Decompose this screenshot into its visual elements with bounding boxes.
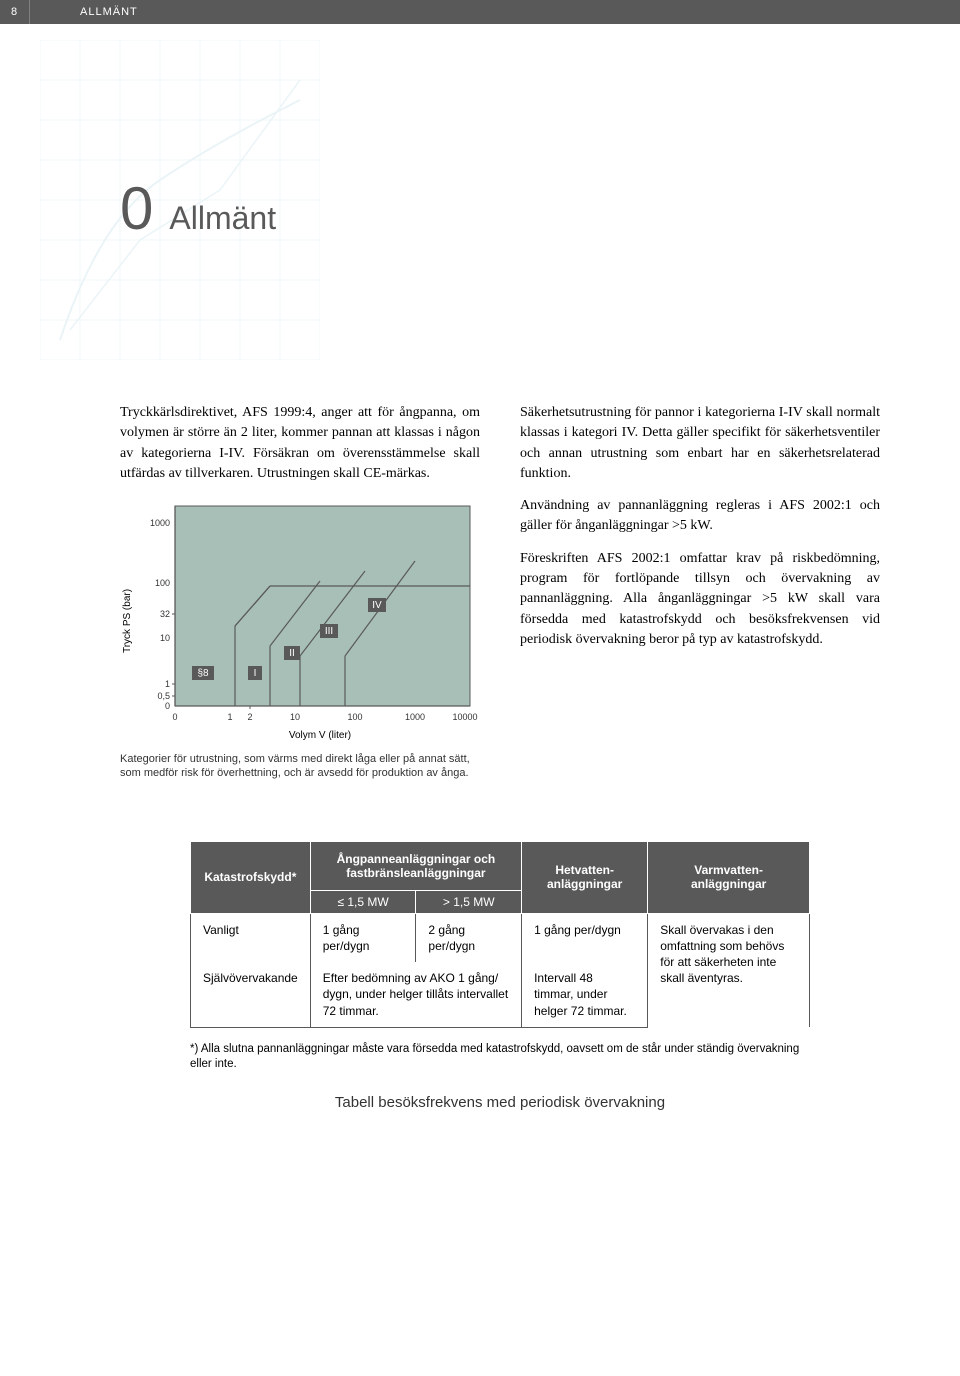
svg-text:§8: §8	[197, 668, 209, 679]
left-paragraph: Tryckkärlsdirektivet, AFS 1999:4, anger …	[120, 403, 480, 484]
chart-caption: Kategorier för utrustning, som värms med…	[120, 752, 480, 781]
page-content: 0 Allmänt Tryckkärlsdirektivet, AFS 1999…	[0, 24, 960, 1111]
table-section: Katastrofskydd* Ångpanneanläggningar och…	[190, 841, 810, 1111]
svg-text:100: 100	[155, 578, 170, 588]
svg-text:0: 0	[172, 712, 177, 722]
svg-text:IV: IV	[372, 600, 382, 611]
svg-text:1000: 1000	[405, 712, 425, 722]
right-para-1: Säkerhetsutrustning för pannor i kategor…	[520, 403, 880, 484]
category-chart: Tryck PS (bar)	[120, 496, 480, 781]
svg-text:II: II	[289, 648, 295, 659]
svg-text:10: 10	[290, 712, 300, 722]
section-name: ALLMÄNT	[30, 6, 138, 18]
left-column: Tryckkärlsdirektivet, AFS 1999:4, anger …	[120, 403, 480, 781]
row1-c3: 1 gång per/dygn	[522, 913, 648, 962]
page-number: 8	[0, 0, 30, 24]
svg-text:2: 2	[247, 712, 252, 722]
svg-text:III: III	[325, 626, 333, 637]
chapter-name: Allmänt	[169, 200, 276, 237]
chart-svg: Tryck PS (bar)	[120, 496, 480, 746]
svg-text:1: 1	[227, 712, 232, 722]
svg-text:0,5: 0,5	[157, 691, 170, 701]
table-title: Tabell besöksfrekvens med periodisk över…	[190, 1094, 810, 1111]
row2-c2: Efter bedömning av AKO 1 gång/ dygn, und…	[310, 962, 521, 1027]
svg-text:I: I	[254, 668, 257, 679]
row1-c2b: 2 gång per/dygn	[416, 913, 522, 962]
page-header: 8 ALLMÄNT	[0, 0, 960, 24]
right-para-3: Föreskriften AFS 2002:1 omfattar krav på…	[520, 549, 880, 650]
th-col1: Katastrofskydd*	[191, 841, 311, 913]
table-row: Vanligt 1 gång per/dygn 2 gång per/dygn …	[191, 913, 810, 962]
svg-text:10000: 10000	[452, 712, 477, 722]
th-col4: Varmvatten- anläggningar	[648, 841, 810, 913]
row1-label: Vanligt	[191, 913, 311, 962]
x-axis-label: Volym V (liter)	[289, 730, 351, 741]
th-col3: Hetvatten- anläggningar	[522, 841, 648, 913]
chapter-title: 0 Allmänt	[120, 174, 880, 243]
row2-label: Självövervakande	[191, 962, 311, 1027]
row2-c3: Intervall 48 timmar, under helger 72 tim…	[522, 962, 648, 1027]
table-footnote: *) Alla slutna pannanläggningar måste va…	[190, 1042, 810, 1072]
svg-text:32: 32	[160, 609, 170, 619]
y-axis-label: Tryck PS (bar)	[122, 589, 133, 653]
two-column-layout: Tryckkärlsdirektivet, AFS 1999:4, anger …	[120, 403, 880, 781]
right-column: Säkerhetsutrustning för pannor i kategor…	[520, 403, 880, 781]
katastrofskydd-table: Katastrofskydd* Ångpanneanläggningar och…	[190, 841, 810, 1028]
svg-text:100: 100	[347, 712, 362, 722]
svg-text:1: 1	[165, 679, 170, 689]
th-col2: Ångpanneanläggningar och fastbränsleanlä…	[310, 841, 521, 890]
svg-text:0: 0	[165, 701, 170, 711]
svg-text:10: 10	[160, 633, 170, 643]
th-col2b: > 1,5 MW	[416, 890, 522, 913]
th-col2a: ≤ 1,5 MW	[310, 890, 416, 913]
row1-c4: Skall övervakas i den omfattning som beh…	[648, 913, 810, 1027]
chapter-number: 0	[120, 174, 153, 243]
row1-c2a: 1 gång per/dygn	[310, 913, 416, 962]
right-para-2: Användning av pannanläggning regleras i …	[520, 496, 880, 537]
svg-text:1000: 1000	[150, 518, 170, 528]
